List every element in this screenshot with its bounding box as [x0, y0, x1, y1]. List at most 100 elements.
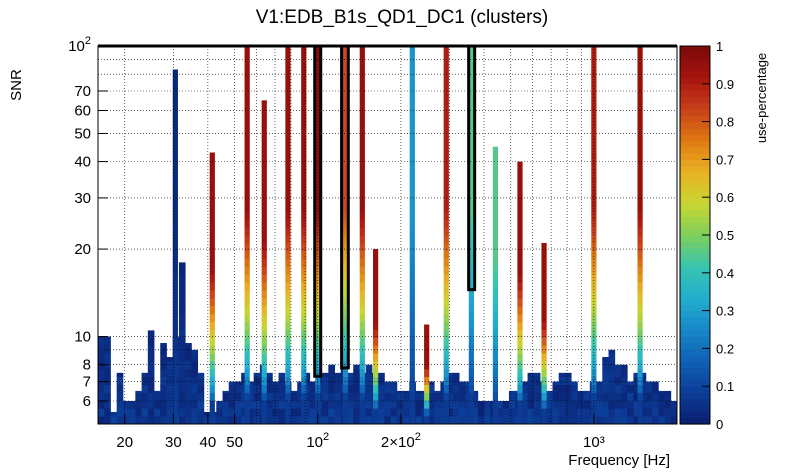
- line-cell: [637, 179, 643, 189]
- line-cell: [468, 109, 474, 118]
- line-cell: [637, 368, 643, 378]
- line-cell: [409, 329, 415, 338]
- line-cell: [301, 361, 307, 370]
- line-cell: [209, 408, 215, 417]
- line-cell: [424, 384, 430, 393]
- heatmap-cell: [216, 408, 223, 417]
- line-cell: [541, 321, 547, 330]
- line-cell: [443, 53, 449, 63]
- colorbar-swatch: [680, 102, 710, 110]
- heatmap-cell: [160, 353, 167, 362]
- heatmap-cell: [614, 368, 622, 378]
- heatmap-cell: [533, 384, 541, 393]
- heatmap-cell: [178, 321, 186, 330]
- line-cell: [517, 290, 523, 299]
- colorbar-swatch: [680, 190, 710, 198]
- line-cell: [637, 298, 643, 307]
- line-cell: [285, 258, 291, 267]
- line-cell: [591, 313, 597, 323]
- heatmap-cell: [546, 392, 553, 401]
- heatmap-cell: [178, 329, 186, 338]
- line-cell: [359, 69, 365, 78]
- heatmap-cell: [633, 376, 641, 386]
- heatmap-cell: [620, 384, 628, 393]
- line-cell: [424, 368, 430, 378]
- heatmap-cell: [477, 408, 485, 417]
- line-cell: [342, 361, 349, 370]
- line-cell: [373, 282, 379, 291]
- heatmap-cell: [228, 416, 236, 425]
- heatmap-cell: [384, 400, 392, 409]
- line-cell: [373, 305, 379, 315]
- heatmap-cell: [645, 408, 653, 417]
- line-cell: [443, 329, 449, 338]
- line-cell: [261, 384, 267, 393]
- line-cell: [342, 132, 349, 141]
- heatmap-cell: [334, 376, 342, 386]
- line-cell: [172, 77, 178, 86]
- colorbar-swatch: [680, 58, 710, 66]
- line-cell: [637, 274, 643, 283]
- heatmap-cell: [334, 372, 342, 378]
- heatmap-cell: [266, 416, 273, 425]
- heatmap-cell: [191, 384, 199, 393]
- heatmap-cell: [533, 400, 541, 409]
- heatmap-cell: [147, 376, 155, 386]
- line-cell: [244, 77, 250, 86]
- line-cell: [468, 321, 474, 330]
- line-cell: [541, 376, 547, 386]
- colorbar-swatch: [680, 310, 710, 318]
- heatmap-cell: [291, 400, 298, 409]
- line-cell: [541, 368, 547, 378]
- line-cell: [517, 195, 523, 204]
- line-cell: [492, 195, 499, 204]
- line-cell: [285, 416, 291, 425]
- line-cell: [261, 305, 267, 315]
- heatmap-cell: [228, 408, 236, 417]
- line-cell: [261, 124, 267, 134]
- colorbar-tick-label: 0.4: [716, 266, 734, 281]
- line-cell: [244, 109, 250, 118]
- y-tick-label: 20: [74, 241, 91, 258]
- line-cell: [261, 140, 267, 149]
- line-cell: [285, 69, 291, 78]
- line-cell: [373, 400, 379, 409]
- heatmap-cell: [191, 416, 199, 425]
- heatmap-cell: [303, 416, 311, 425]
- heatmap-cell: [546, 390, 553, 393]
- heatmap-cell: [415, 416, 423, 425]
- line-cell: [637, 101, 643, 110]
- line-cell: [315, 172, 321, 181]
- line-cell: [285, 187, 291, 197]
- line-cell: [315, 77, 321, 86]
- line-cell: [359, 109, 365, 118]
- line-cell: [342, 172, 349, 181]
- heatmap-cell: [178, 416, 186, 425]
- line-cell: [209, 400, 215, 409]
- heatmap-cell: [508, 416, 516, 425]
- heatmap-cell: [309, 381, 317, 386]
- line-cell: [637, 282, 643, 291]
- line-cell: [359, 140, 365, 149]
- heatmap-cell: [564, 400, 572, 409]
- heatmap-cell: [365, 368, 373, 378]
- line-cell: [424, 361, 430, 370]
- line-cell: [261, 187, 267, 197]
- line-cell: [517, 274, 523, 283]
- x-tick-label: 20: [116, 434, 133, 451]
- colorbar-swatch: [680, 109, 710, 116]
- line-cell: [301, 53, 307, 63]
- line-cell: [637, 46, 643, 55]
- line-cell: [342, 384, 349, 393]
- heatmap-cell: [577, 390, 585, 393]
- line-cell: [492, 164, 499, 173]
- line-cell: [359, 290, 365, 299]
- line-cell: [315, 266, 321, 275]
- line-cell: [443, 164, 449, 173]
- grid-lines: [98, 46, 677, 424]
- heatmap-cell: [465, 400, 472, 409]
- line-cell: [301, 93, 307, 102]
- line-cell: [359, 368, 365, 378]
- heatmap-cell: [465, 384, 472, 393]
- heatmap-cell: [178, 337, 186, 346]
